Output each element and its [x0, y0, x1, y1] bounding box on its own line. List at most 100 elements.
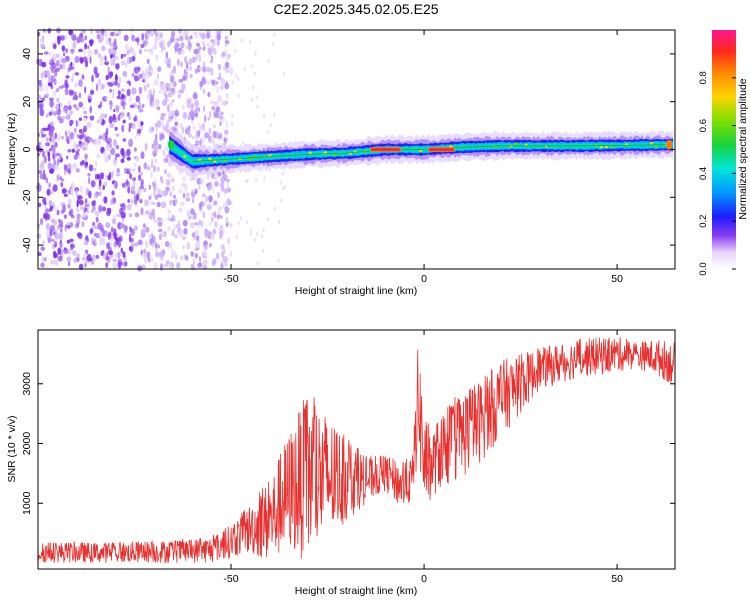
noise-point: [38, 169, 43, 175]
noise-point: [134, 67, 140, 71]
noise-point: [198, 185, 201, 190]
noise-point: [72, 135, 75, 140]
noise-point: [73, 154, 79, 160]
noise-point: [45, 84, 48, 92]
noise-point: [182, 245, 185, 250]
spectrogram-panel: -50 0 50 -40 -20 0 20 40 Height of straight li…: [6, 26, 676, 297]
noise-point: [160, 114, 165, 121]
noise-point: [217, 135, 223, 139]
noise-point: [78, 263, 84, 270]
noise-point: [153, 139, 159, 147]
noise-point: [271, 42, 275, 47]
noise-point: [123, 261, 127, 267]
noise-point: [140, 229, 146, 234]
noise-point: [93, 232, 98, 237]
noise-point: [202, 61, 206, 67]
noise-point: [219, 121, 222, 127]
noise-point: [188, 125, 191, 130]
noise-point: [56, 53, 60, 58]
noise-point: [203, 105, 206, 112]
noise-point: [74, 56, 80, 63]
noise-point: [175, 113, 178, 117]
noise-point: [110, 148, 116, 156]
noise-point: [221, 250, 225, 259]
signal-speckle: [198, 158, 202, 162]
noise-point: [45, 70, 51, 77]
spectrogram-y-label: Frequency (Hz): [6, 113, 18, 185]
noise-point: [230, 72, 233, 76]
noise-point: [67, 130, 71, 135]
noise-point: [43, 257, 47, 262]
noise-point: [136, 119, 141, 127]
noise-point: [78, 134, 83, 140]
noise-point: [81, 74, 85, 80]
noise-point: [147, 257, 151, 263]
noise-point: [95, 160, 98, 167]
noise-point: [198, 55, 202, 63]
noise-point: [136, 39, 140, 46]
noise-point: [96, 153, 100, 159]
noise-point: [70, 61, 73, 67]
noise-point: [148, 184, 151, 190]
noise-point: [159, 135, 163, 141]
noise-point: [92, 167, 97, 171]
noise-point: [157, 90, 163, 94]
noise-point: [82, 212, 86, 219]
signal-speckle: [599, 145, 603, 149]
noise-point: [226, 187, 231, 193]
noise-point: [81, 146, 88, 151]
noise-point: [204, 200, 207, 208]
signal-speckle: [223, 159, 227, 162]
noise-point: [268, 167, 272, 172]
noise-point: [168, 262, 173, 270]
noise-point: [280, 198, 283, 203]
noise-point: [164, 169, 167, 174]
noise-point: [39, 37, 44, 44]
noise-point: [260, 234, 264, 239]
noise-point: [224, 255, 228, 262]
noise-point: [226, 181, 229, 189]
noise-point: [125, 184, 129, 188]
noise-point: [254, 51, 257, 56]
noise-point: [150, 201, 156, 206]
noise-point: [87, 176, 91, 185]
noise-point: [126, 49, 130, 56]
noise-point: [213, 175, 218, 181]
noise-point: [98, 115, 103, 124]
noise-point: [105, 143, 110, 152]
noise-point: [129, 104, 135, 109]
noise-point: [73, 258, 78, 263]
colorbar-gradient: [712, 30, 736, 269]
noise-point: [66, 155, 69, 160]
noise-point: [53, 219, 58, 226]
noise-point: [157, 244, 160, 249]
noise-point: [218, 226, 224, 231]
noise-point: [83, 117, 87, 122]
noise-point: [120, 247, 124, 254]
noise-point: [161, 201, 167, 209]
noise-point: [38, 87, 44, 92]
noise-point: [199, 125, 203, 133]
signal-speckle: [248, 157, 252, 161]
noise-point: [82, 50, 87, 55]
snr-x-label: Height of straight line (km): [295, 585, 418, 597]
noise-point: [165, 158, 169, 163]
noise-point: [46, 263, 49, 269]
noise-point: [220, 244, 225, 250]
signal-speckle: [268, 154, 272, 157]
noise-point: [79, 129, 83, 134]
noise-point: [129, 173, 133, 180]
noise-point: [45, 137, 49, 142]
noise-point: [165, 51, 168, 59]
noise-point: [111, 49, 117, 55]
noise-point: [90, 209, 95, 214]
y-tick-label: 0: [21, 146, 33, 152]
noise-point: [197, 122, 200, 126]
noise-point: [98, 38, 103, 44]
noise-point: [117, 114, 121, 121]
noise-point: [220, 78, 226, 86]
noise-point: [43, 155, 47, 164]
noise-point: [98, 204, 103, 213]
noise-point: [164, 82, 170, 89]
